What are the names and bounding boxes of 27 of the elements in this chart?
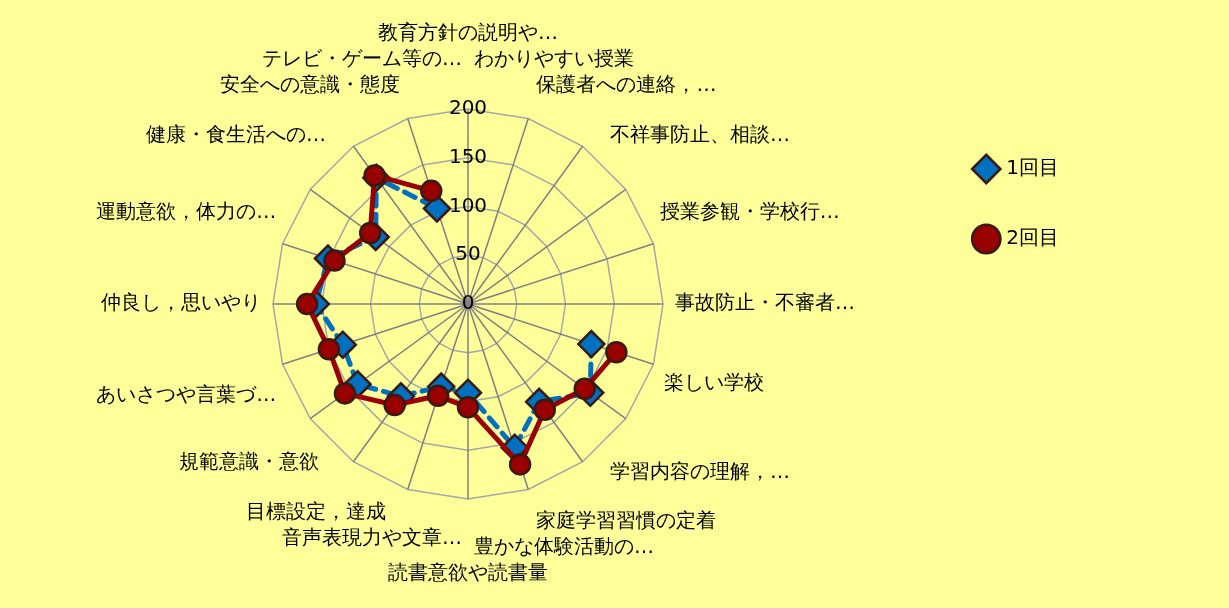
y-tick-label: 150	[448, 143, 488, 168]
spoke-label: 豊かな体験活動の…	[474, 534, 654, 559]
y-tick-label: 50	[455, 241, 481, 266]
spoke-label: わかりやすい授業	[474, 46, 634, 71]
legend-label: 1回目	[1006, 155, 1060, 180]
spoke-label: 安全への意識・態度	[219, 72, 400, 97]
spoke-label: 目標設定，達成	[246, 498, 387, 523]
spoke-label: テレビ・ゲーム等の…	[262, 46, 462, 71]
spoke-label: 楽しい学校	[663, 370, 764, 395]
spoke-label: 運動意欲，体力の…	[96, 198, 277, 223]
spoke-label: 健康・食生活への…	[145, 121, 326, 146]
spoke-label: 音声表現力や文章…	[282, 524, 462, 549]
spoke-label: 仲良し，思いやり	[101, 290, 261, 315]
spoke-label: 事故防止・不審者…	[675, 290, 855, 315]
spoke-label: 不祥事防止、相談…	[610, 121, 791, 146]
spoke-label: 家庭学習習慣の定着	[536, 508, 717, 533]
spoke-label: あいさつや言葉づ…	[96, 381, 277, 406]
y-tick-label: 100	[448, 192, 488, 217]
legend-label: 2回目	[1006, 225, 1060, 250]
spoke-label: 規範意識・意欲	[179, 449, 320, 474]
y-tick-label: 0	[461, 290, 475, 315]
spoke-label: 保護者への連絡，…	[536, 72, 717, 97]
spoke-label: 学習内容の理解，…	[610, 458, 791, 483]
y-tick-label: 200	[448, 95, 488, 120]
spoke-label: 授業参観・学校行…	[659, 198, 840, 223]
spoke-label: 読書意欲や読書量	[388, 560, 548, 585]
spoke-label: 教育方針の説明や…	[378, 20, 558, 45]
